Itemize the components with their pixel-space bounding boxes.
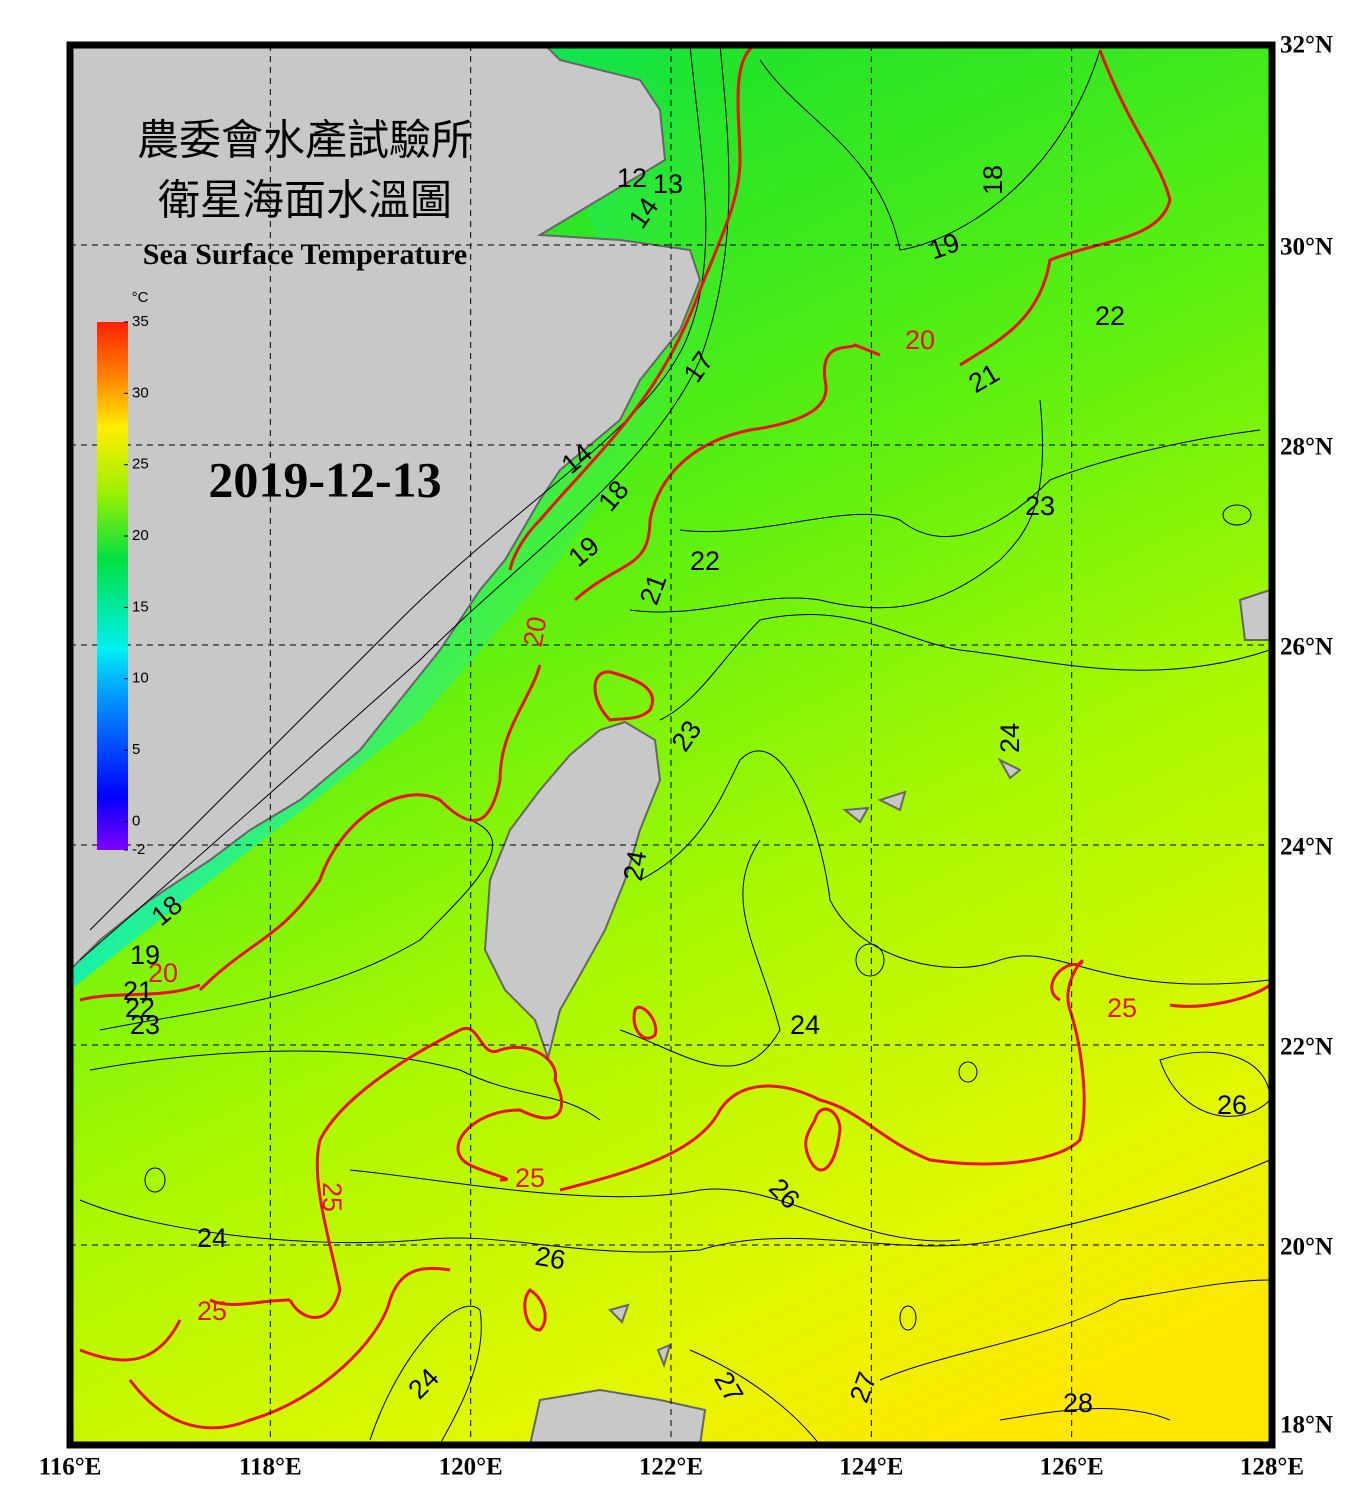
contour-label: 20 (518, 614, 553, 649)
lat-tick-label: 18°N (1280, 1412, 1333, 1439)
lon-tick-label: 116°E (39, 1454, 102, 1481)
title-zh-1: 農委會水產試驗所 (137, 118, 473, 165)
colorbar-tick-label: -2 (132, 841, 145, 858)
contour-label: 20 (905, 325, 935, 355)
islands (608, 757, 1022, 1369)
lat-tick-label: 22°N (1280, 1034, 1333, 1061)
colorbar-tick-label: 20 (132, 527, 149, 544)
colorbar-tick-label: 35 (132, 313, 149, 330)
contour-label: 25 (1107, 993, 1137, 1023)
lon-tick-label: 126°E (1040, 1454, 1104, 1481)
grid (70, 45, 1272, 1445)
colorbar-tick-label: 15 (132, 598, 149, 615)
colorbar-tick-label: 0 (132, 812, 140, 829)
colorbar-unit: °C (132, 289, 149, 306)
contour-label: 25 (197, 1296, 227, 1326)
luzon (528, 1388, 707, 1445)
lon-tick-label: 118°E (239, 1454, 302, 1481)
lat-tick-label: 30°N (1280, 234, 1333, 261)
contour-label: 26 (533, 1241, 568, 1276)
axes: 116°E 118°E 120°E 122°E 124°E 126°E 128°E 18°N 2… (39, 32, 1333, 1481)
contour-label: 19 (130, 940, 160, 970)
contour-label: 24 (790, 1010, 820, 1040)
date: 2019-12-13 (208, 451, 441, 507)
contour-label: 12 (617, 163, 647, 193)
lat-tick-label: 24°N (1280, 834, 1333, 861)
colorbar (97, 322, 128, 850)
contour-label: 22 (125, 993, 155, 1023)
lat-tick-label: 20°N (1280, 1234, 1333, 1261)
lon-tick-label: 122°E (639, 1454, 703, 1481)
contour-label: 25 (515, 1163, 545, 1193)
colorbar-tick-label: 30 (132, 384, 149, 401)
contour-label: 21 (123, 976, 153, 1006)
contour-label: 23 (130, 1010, 160, 1040)
contour-label: 24 (197, 1223, 227, 1253)
contour-label: 26 (1217, 1090, 1247, 1120)
map-frame (66, 41, 1276, 1449)
contour-label: 20 (148, 958, 178, 988)
title-en: Sea Surface Temperature (143, 238, 467, 271)
contour-label: 23 (1025, 491, 1055, 521)
island (1238, 588, 1271, 641)
contour-label: 13 (653, 169, 683, 199)
taiwan (483, 720, 662, 1062)
lat-tick-label: 26°N (1280, 634, 1333, 661)
colorbar-tick-label: 10 (132, 670, 149, 687)
major-isotherms (79, 45, 1271, 1430)
lon-tick-label: 120°E (439, 1454, 503, 1481)
contour-label: 24 (995, 723, 1025, 753)
lat-tick-label: 32°N (1280, 32, 1333, 59)
lat-tick-label: 28°N (1280, 434, 1333, 461)
contour-label: 25 (317, 1182, 347, 1212)
colorbar-tick-label: 25 (132, 456, 149, 473)
colorbar-tick-label: 5 (132, 741, 140, 758)
contour-label: 28 (1063, 1388, 1093, 1418)
contour-label: 18 (978, 165, 1008, 195)
contour-label: 24 (618, 848, 653, 883)
mainland-china (70, 45, 702, 972)
lon-tick-label: 128°E (1240, 1454, 1304, 1481)
contour-label: 22 (690, 546, 720, 576)
contour-label: 22 (1095, 301, 1125, 331)
lon-tick-label: 124°E (839, 1454, 903, 1481)
title-zh-2: 衛星海面水溫圖 (158, 179, 452, 225)
